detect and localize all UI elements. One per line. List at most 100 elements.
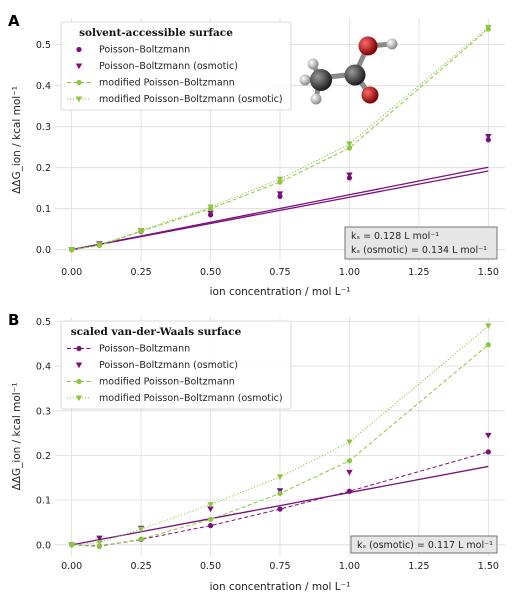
y-tick-label: 0.0 (36, 540, 51, 551)
legend: solvent-accessible surface Poisson–Boltzm… (60, 21, 292, 111)
legend-label: modified Poisson–Boltzmann (99, 377, 235, 388)
series-4 (68, 24, 492, 253)
x-tick-label: 1.50 (478, 267, 499, 278)
molecule-atom (310, 69, 332, 91)
annotation-box (344, 226, 498, 260)
data-point (485, 342, 491, 348)
data-point (346, 458, 353, 464)
legend-marker (75, 63, 83, 70)
x-axis-label: ion concentration / mol L⁻¹ (210, 581, 351, 593)
molecule-atom (358, 36, 378, 56)
x-tick-label: 0.50 (200, 267, 221, 278)
x-tick-label: 0.50 (200, 561, 221, 572)
legend-item: Poisson–Boltzmann (67, 344, 190, 355)
legend-label: Poisson–Boltzmann (99, 344, 190, 355)
panel-letter: B (8, 311, 19, 329)
legend-item: modified Poisson–Boltzmann (67, 78, 235, 89)
data-point (346, 469, 353, 476)
x-axis-label: ion concentration / mol L⁻¹ (210, 286, 351, 298)
y-tick-label: 0.2 (36, 163, 51, 174)
x-tick-label: 1.25 (408, 561, 429, 572)
legend-marker (76, 79, 82, 86)
y-tick-label: 0.4 (36, 81, 51, 92)
annotation-line: kₛ (osmotic) = 0.117 L mol⁻¹ (357, 540, 493, 551)
x-tick-label: 1.00 (339, 561, 360, 572)
legend-title: scaled van-der-Waals surface (71, 326, 242, 338)
data-point (137, 526, 145, 533)
x-tick-label: 1.50 (478, 561, 499, 572)
panel-b: B 0.00 0.25 0.50 0.75 1.00 1.25 1.50 0.0 0.1 0.2 0.… (8, 311, 505, 593)
annotation-line: kₛ = 0.128 L mol⁻¹ (351, 231, 439, 242)
data-point (346, 141, 353, 148)
series-4 (68, 323, 492, 549)
annotation-line: kₛ (osmotic) = 0.134 L mol⁻¹ (351, 245, 487, 256)
data-point (207, 506, 214, 513)
legend-item: modified Poisson–Boltzmann (osmotic) (67, 94, 283, 105)
data-point (96, 540, 103, 546)
annotation: kₛ (osmotic) = 0.117 L mol⁻¹ (350, 535, 498, 554)
y-tick-label: 0.1 (36, 204, 51, 215)
annotation-box (350, 535, 498, 554)
data-point (485, 449, 491, 455)
data-point (68, 247, 75, 253)
legend-item: Poisson–Boltzmann (76, 45, 190, 56)
data-point (346, 145, 353, 151)
x-tick-label: 0.00 (61, 267, 82, 278)
y-tick-label: 0.4 (36, 362, 51, 373)
data-point (485, 323, 492, 330)
legend: scaled van-der-Waals surface Poisson–Bolt… (60, 320, 292, 410)
data-point (346, 439, 353, 446)
data-point (207, 502, 214, 508)
molecule-atom (310, 93, 322, 105)
x-tick-label: 1.00 (339, 267, 360, 278)
molecule-atom (361, 86, 379, 104)
data-point (96, 544, 103, 550)
data-point (485, 137, 491, 143)
legend-box (60, 21, 292, 111)
molecule-atom (344, 64, 366, 86)
data-point (485, 24, 492, 31)
legend-item: Poisson–Boltzmann (osmotic) (75, 61, 238, 72)
legend-label: modified Poisson–Boltzmann (osmotic) (99, 94, 283, 105)
legend-marker (75, 362, 83, 369)
legend-item: Poisson–Boltzmann (osmotic) (75, 360, 238, 371)
y-tick-label: 0.0 (36, 245, 51, 256)
legend-box (60, 320, 292, 410)
y-tick-label: 0.3 (36, 406, 51, 417)
data-point (276, 176, 284, 183)
molecule-image (299, 36, 398, 105)
data-point (277, 506, 283, 512)
data-point (96, 242, 103, 248)
data-point (277, 490, 283, 497)
y-tick-label: 0.5 (36, 317, 51, 328)
data-point (68, 542, 75, 549)
data-point (276, 474, 284, 481)
data-point (276, 191, 284, 198)
legend-marker (76, 46, 82, 53)
data-point (137, 227, 145, 234)
y-axis-label: ΔΔG_ion / kcal mol⁻¹ (11, 86, 23, 194)
annotation: kₛ = 0.128 L mol⁻¹ kₛ (osmotic) = 0.134 L… (344, 226, 498, 260)
data-point (346, 172, 353, 179)
data-point (96, 535, 103, 542)
data-point (207, 516, 214, 522)
legend-label: Poisson–Boltzmann (osmotic) (99, 61, 238, 72)
data-point (138, 536, 144, 542)
x-tick-label: 0.75 (269, 267, 290, 278)
molecule-atom (299, 74, 311, 86)
legend-marker (76, 378, 82, 385)
y-tick-label: 0.1 (36, 496, 51, 507)
x-tick-label: 0.25 (131, 561, 152, 572)
y-tick-label: 0.2 (36, 451, 51, 462)
x-tick-label: 1.25 (408, 267, 429, 278)
x-tick-label: 0.75 (269, 561, 290, 572)
legend-marker (76, 345, 82, 352)
legend-label: modified Poisson–Boltzmann (osmotic) (99, 393, 283, 404)
series-3 (69, 342, 491, 550)
panel-letter: A (8, 12, 20, 30)
panel-a: A 0.00 0.25 0.50 0.75 1.00 1.25 1.50 0.0 0.1 0.2 0.… (8, 12, 505, 298)
legend-marker (75, 395, 83, 402)
legend-label: Poisson–Boltzmann (osmotic) (99, 360, 238, 371)
y-tick-label: 0.5 (36, 40, 51, 51)
